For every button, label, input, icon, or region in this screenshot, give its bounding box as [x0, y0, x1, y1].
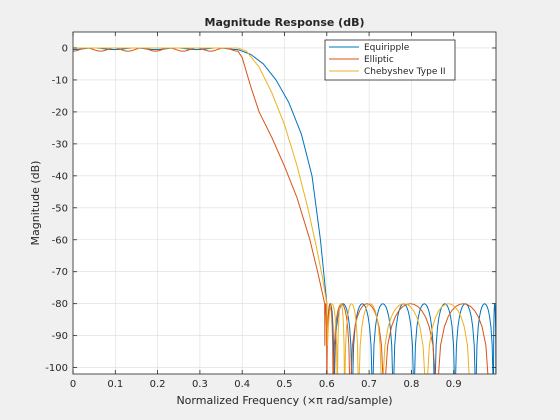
grid-lines: [72, 32, 496, 374]
y-tick-label: -50: [52, 203, 68, 214]
y-tick-label: -20: [52, 107, 68, 118]
y-tick-label: -60: [52, 235, 68, 246]
y-tick-label: -10: [52, 75, 68, 86]
x-axis-label: Normalized Frequency (×π rad/sample): [176, 394, 392, 407]
x-tick-label: 0.1: [107, 379, 123, 390]
chart-title: Magnitude Response (dB): [205, 16, 365, 29]
legend-entry-label: Equiripple: [364, 43, 410, 53]
y-tick-label: -70: [52, 267, 68, 278]
x-tick-label: 0.5: [277, 379, 293, 390]
x-tick-label: 0: [70, 379, 76, 390]
x-tick-label: 0.2: [150, 379, 166, 390]
legend-entry-label: Chebyshev Type II: [364, 67, 446, 77]
y-tick-label: -80: [52, 299, 68, 310]
legend[interactable]: Equiripple Elliptic Chebyshev Type II: [324, 39, 456, 81]
x-tick-label: 0.6: [319, 379, 335, 390]
y-tick-label: -30: [52, 139, 68, 150]
y-tick-label: 0: [62, 43, 68, 54]
y-tick-label: -40: [52, 171, 68, 182]
x-tick-label: 0.8: [403, 379, 419, 390]
x-tick-labels: 0 0.1 0.2 0.3 0.4 0.5 0.6 0.7 0.8 0.9: [70, 379, 462, 390]
ticks: [72, 32, 496, 374]
y-tick-label: -90: [52, 331, 68, 342]
x-tick-label: 0.4: [234, 379, 250, 390]
series-layer: [73, 47, 496, 374]
legend-entry-label: Elliptic: [364, 55, 394, 65]
y-tick-labels: 0 -10 -20 -30 -40 -50 -60 -70 -80 -90 -100: [45, 43, 68, 374]
x-tick-label: 0.9: [446, 379, 462, 390]
x-tick-label: 0.7: [361, 379, 377, 390]
series-line-chebyshev-type-ii: [73, 47, 470, 374]
series-line-elliptic: [73, 47, 489, 374]
legend-box: [324, 39, 456, 81]
y-axis-label: Magnitude (dB): [29, 161, 42, 246]
y-tick-label: -100: [45, 363, 68, 374]
x-tick-label: 0.3: [192, 379, 208, 390]
